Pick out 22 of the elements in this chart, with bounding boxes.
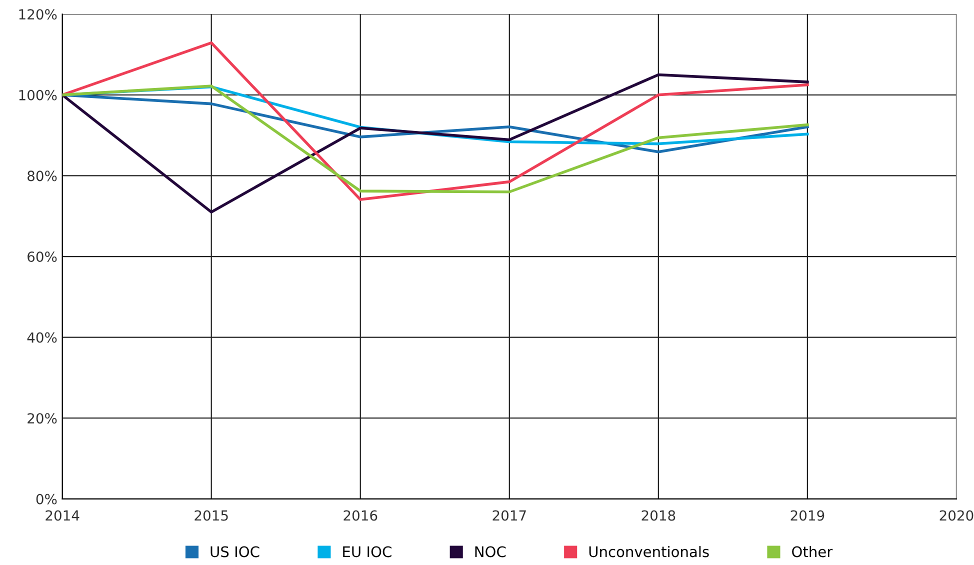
y-tick-label: 0% xyxy=(36,494,57,504)
y-tick-label: 80% xyxy=(28,170,57,182)
y-tick-label: 100% xyxy=(19,90,57,100)
x-tick-label: 2014 xyxy=(46,510,80,521)
x-tick-label: 2015 xyxy=(194,510,228,521)
line-series xyxy=(62,41,809,201)
y-tick-label: 120% xyxy=(19,9,57,20)
legend-label: Other xyxy=(792,546,833,558)
x-tick-label: 2018 xyxy=(642,510,676,521)
y-tick-label: 40% xyxy=(27,332,57,343)
legend-label: Unconventionals xyxy=(589,546,709,558)
line-series xyxy=(62,84,809,194)
line-series xyxy=(62,73,809,214)
y-tick-label: 20% xyxy=(28,413,57,424)
x-tick-label: 2016 xyxy=(344,510,378,521)
legend-label: EU IOC xyxy=(343,546,392,558)
x-tick-label: 2020 xyxy=(940,510,974,521)
x-tick-label: 2017 xyxy=(492,510,526,521)
x-tick-label: 2019 xyxy=(790,510,824,521)
legend-label: US IOC xyxy=(210,546,260,558)
y-tick-label: 60% xyxy=(28,251,57,262)
legend-label: NOC xyxy=(475,546,506,558)
